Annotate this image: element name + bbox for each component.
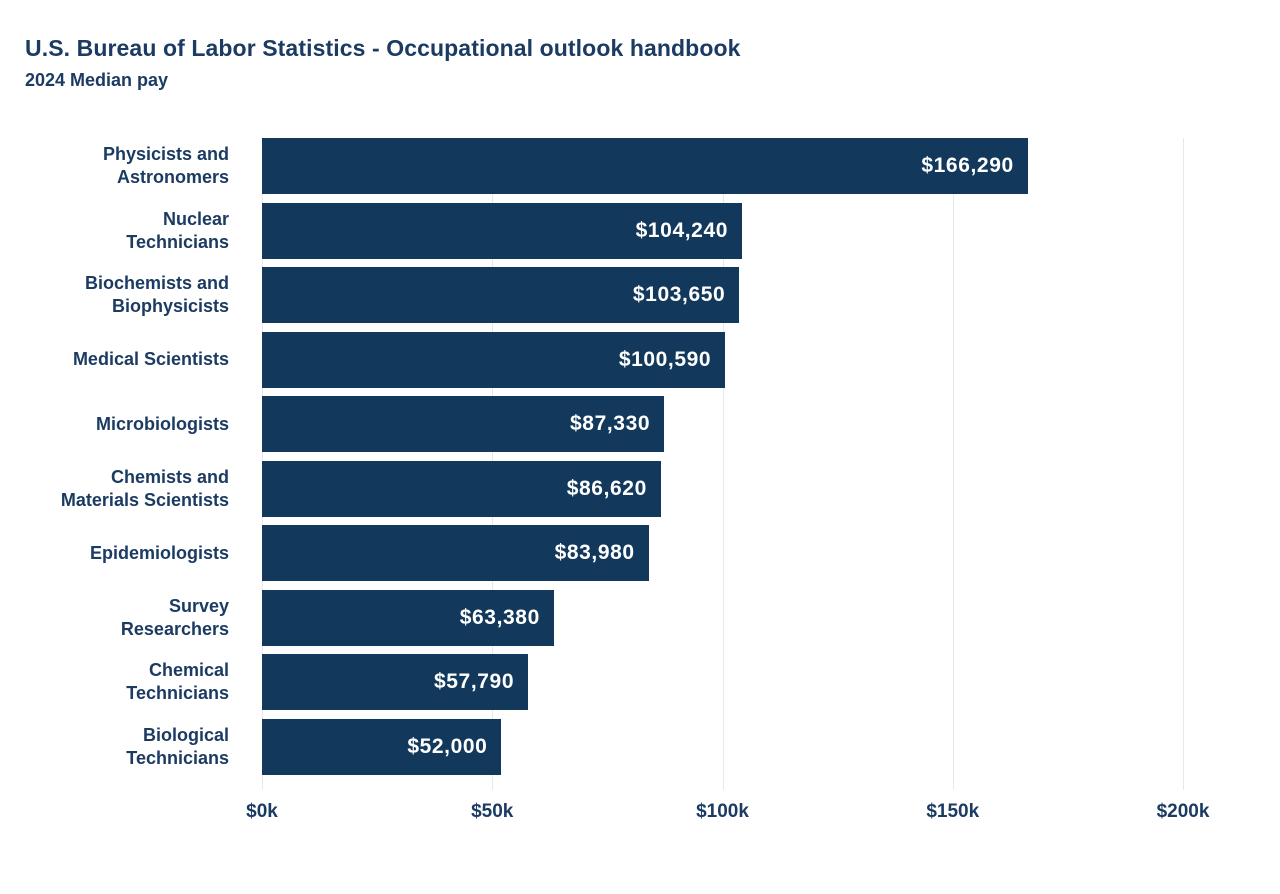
bar: $103,650 bbox=[262, 267, 740, 324]
bar: $100,590 bbox=[262, 331, 726, 388]
bar-value-label: $104,240 bbox=[635, 218, 729, 242]
bar-row: Biochemists and Biophysicists $103,650 bbox=[25, 267, 1230, 324]
category-label: Nuclear Technicians bbox=[126, 208, 229, 252]
category-label: Chemists and Materials Scientists bbox=[60, 466, 229, 510]
bar-track: $86,620 bbox=[262, 460, 1183, 517]
bar-row: Survey Researchers $63,380 bbox=[25, 589, 1230, 646]
bar-track: $57,790 bbox=[262, 654, 1183, 711]
bar-value-label: $52,000 bbox=[407, 734, 488, 758]
gridline-200k bbox=[1183, 138, 1184, 791]
x-tick-label: $0k bbox=[246, 800, 278, 822]
bar-value-label: $57,790 bbox=[433, 670, 515, 694]
bar-row: Chemical Technicians $57,790 bbox=[25, 654, 1230, 711]
bar-row: Epidemiologists $83,980 bbox=[25, 525, 1230, 582]
category-label: Medical Scientists bbox=[72, 349, 229, 370]
bar-value-label: $166,290 bbox=[921, 154, 1014, 178]
bar-track: $63,380 bbox=[262, 589, 1183, 646]
bar: $104,240 bbox=[262, 202, 743, 259]
bar: $87,330 bbox=[262, 396, 665, 453]
category-label: Epidemiologists bbox=[89, 542, 229, 563]
chart-subtitle: 2024 Median pay bbox=[25, 69, 169, 90]
bar: $86,620 bbox=[262, 460, 661, 517]
bar-track: $87,330 bbox=[262, 396, 1183, 453]
bar: $57,790 bbox=[262, 654, 529, 711]
bar-row: Physicists and Astronomers $166,290 bbox=[25, 138, 1230, 195]
bar-track: $83,980 bbox=[262, 525, 1183, 582]
gridline-150k bbox=[952, 138, 954, 791]
category-label: Chemical Technicians bbox=[126, 660, 229, 704]
bar-row: Chemists and Materials Scientists $86,62… bbox=[25, 460, 1230, 517]
chart-title: U.S. Bureau of Labor Statistics - Occupa… bbox=[25, 35, 741, 61]
bar-rows: Physicists and Astronomers $166,290 Nucl… bbox=[25, 138, 1230, 775]
category-label: Biological Technicians bbox=[126, 724, 229, 768]
x-tick-label: $150k bbox=[926, 800, 980, 822]
bar-row: Nuclear Technicians $104,240 bbox=[25, 202, 1230, 259]
bar: $63,380 bbox=[262, 589, 554, 646]
x-tick-label: $100k bbox=[696, 800, 749, 822]
bar-value-label: $103,650 bbox=[632, 283, 726, 307]
bar: $52,000 bbox=[262, 718, 502, 775]
bar: $166,290 bbox=[262, 138, 1028, 195]
bar-value-label: $86,620 bbox=[566, 476, 647, 500]
bar-track: $104,240 bbox=[262, 202, 1183, 259]
bar-value-label: $100,590 bbox=[618, 347, 712, 371]
category-label: Microbiologists bbox=[95, 413, 229, 434]
category-label: Physicists and Astronomers bbox=[102, 144, 229, 188]
bar-row: Medical Scientists $100,590 bbox=[25, 331, 1230, 388]
x-axis: $0k $50k $100k $150k $200k bbox=[246, 800, 1209, 827]
bar-track: $52,000 bbox=[262, 718, 1183, 775]
bar: $83,980 bbox=[262, 525, 649, 582]
bar-track: $103,650 bbox=[262, 267, 1183, 324]
bar-value-label: $83,980 bbox=[554, 541, 635, 565]
bar-track: $166,290 bbox=[262, 138, 1183, 195]
x-tick-label: $50k bbox=[471, 800, 514, 822]
bar-value-label: $63,380 bbox=[459, 605, 540, 629]
bar-row: Biological Technicians $52,000 bbox=[25, 718, 1230, 775]
x-tick-label: $200k bbox=[1156, 800, 1210, 822]
bar-row: Microbiologists $87,330 bbox=[25, 396, 1230, 453]
bar-value-label: $87,330 bbox=[570, 412, 651, 436]
gridline-100k bbox=[722, 138, 724, 791]
category-label: Survey Researchers bbox=[120, 595, 229, 639]
category-label: Biochemists and Biophysicists bbox=[84, 273, 229, 317]
bar-track: $100,590 bbox=[262, 331, 1183, 388]
chart-plot-area: Physicists and Astronomers $166,290 Nucl… bbox=[25, 138, 1230, 827]
